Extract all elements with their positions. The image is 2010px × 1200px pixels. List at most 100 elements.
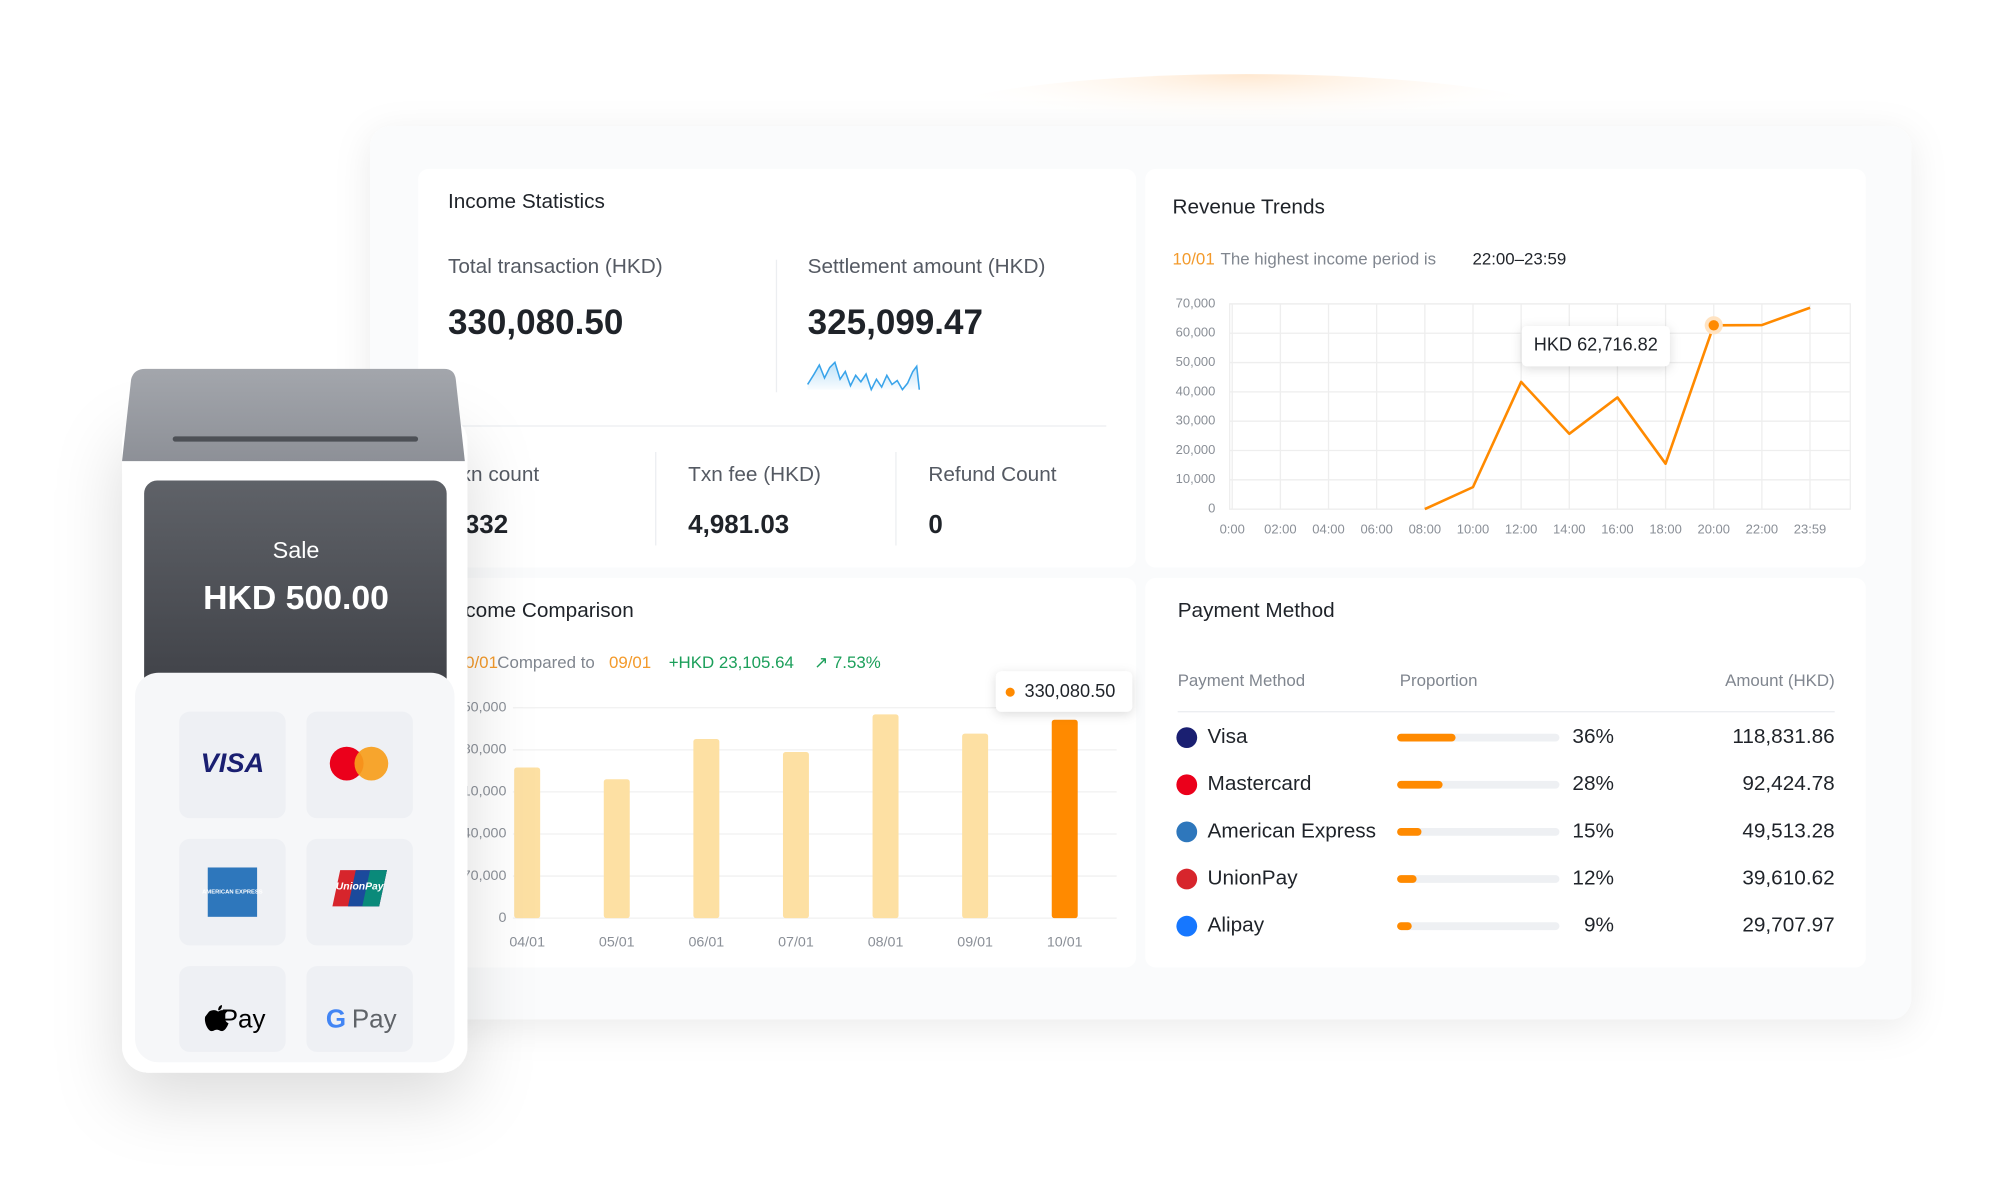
google-pay-text: Pay (352, 1004, 397, 1034)
subtitle-change: +HKD 23,105.64 (669, 653, 794, 672)
x-tick-label: 02:00 (1264, 521, 1296, 536)
panel-payment-method (1145, 577, 1866, 968)
x-tick-label: 06/01 (689, 935, 725, 951)
x-tick-label: 08/01 (868, 935, 904, 951)
method-icon (1176, 774, 1198, 796)
tooltip-text: 330,080.50 (1024, 681, 1115, 701)
method-icon (1176, 727, 1198, 749)
plot-frame (1228, 303, 1851, 510)
x-tick-label: 14:00 (1553, 521, 1585, 536)
y-tick-label: 50,000 (1176, 354, 1216, 369)
metric-value: 330,080.50 (448, 303, 623, 342)
x-tick-label: 23:59 (1794, 521, 1826, 536)
metric-value: 4,981.03 (688, 509, 789, 539)
x-tick-label: 20:00 (1698, 521, 1730, 536)
y-tick-label: 140,000 (455, 826, 507, 842)
google-g: G (326, 1004, 346, 1034)
bar (782, 751, 809, 919)
visa-logo: VISA (201, 747, 265, 778)
terminal-cap (122, 368, 465, 462)
subtitle-change-pct: ↗ 7.53% (814, 653, 881, 672)
proportion-label: 9% (1584, 914, 1614, 937)
proportion-bar (1397, 875, 1417, 883)
y-tick-label: 60,000 (1176, 325, 1216, 340)
y-tick-label: 20,000 (1176, 442, 1216, 457)
bar (693, 739, 720, 919)
comparison-chart: 0 70,000 140,000 210,000 280,000 350,000 04/01… (455, 671, 1133, 951)
amex-logo (207, 867, 258, 917)
column-header: Payment Method (1178, 671, 1305, 690)
sale-label: Sale (273, 537, 320, 563)
proportion-bar (1397, 780, 1443, 789)
subtitle-text: Compared to (497, 653, 594, 672)
highlight-point (1708, 320, 1719, 331)
logo-tile (179, 711, 286, 819)
panel-revenue-trends (1145, 168, 1866, 568)
panel-title: Revenue Trends (1173, 195, 1325, 218)
method-name: American Express (1208, 819, 1376, 842)
amex-text: AMERICAN EXPRESS (202, 890, 263, 896)
y-tick-label: 350,000 (455, 700, 507, 716)
x-tick-label: 05/01 (599, 935, 635, 951)
y-tick-label: 70,000 (1176, 295, 1216, 310)
metric-value: 332 (465, 509, 508, 539)
y-tick-label: 30,000 (1176, 413, 1216, 428)
subtitle-text: The highest income period is (1221, 249, 1437, 268)
mastercard-logo (354, 746, 389, 781)
x-tick-label: 0:00 (1220, 521, 1245, 536)
proportion-track (1397, 922, 1560, 931)
x-tick-label: 04:00 (1312, 521, 1344, 536)
unionpay-logo (362, 870, 387, 907)
y-tick-label: 210,000 (455, 784, 507, 800)
terminal: Sale HKD 500.00 VISA AMERICAN EXPRESS Un… (122, 368, 468, 1073)
unionpay-text: UnionPay (336, 882, 385, 893)
x-tick-label: 22:00 (1746, 521, 1778, 536)
apple-pay-text: Pay (221, 1004, 266, 1034)
bar (603, 779, 630, 919)
column-header: Proportion (1400, 671, 1478, 690)
x-tick-label: 10/01 (1047, 935, 1083, 951)
bar (962, 733, 989, 919)
y-tick-label: 0 (1208, 501, 1215, 516)
x-tick-label: 07/01 (778, 935, 814, 951)
metric-label: Txn count (448, 463, 539, 486)
method-icon (1176, 821, 1198, 843)
panel-title: Payment Method (1178, 599, 1335, 622)
y-tick-label: 40,000 (1176, 383, 1216, 398)
tooltip-dot (1005, 687, 1015, 697)
amount: 118,831.86 (1732, 725, 1834, 748)
line-series (1424, 306, 1811, 511)
sparkline (806, 360, 921, 392)
payment-table: Visa 36% 118,831.86 Mastercard 28% 92,424.78 A… (1176, 725, 1835, 937)
proportion-bar (1397, 922, 1412, 931)
y-tick-label: 70,000 (463, 868, 507, 884)
bar (872, 714, 899, 919)
bar (1051, 719, 1078, 919)
proportion-label: 12% (1572, 867, 1614, 890)
method-name: Visa (1208, 725, 1248, 748)
metric-label: Txn fee (HKD) (688, 463, 821, 486)
amount: 92,424.78 (1742, 772, 1834, 795)
x-tick-label: 16:00 (1601, 521, 1633, 536)
metric-value: 325,099.47 (808, 303, 983, 342)
sparkline-area (807, 362, 920, 390)
method-name: UnionPay (1208, 867, 1299, 890)
amount: 49,513.28 (1742, 819, 1834, 842)
metric-label: Settlement amount (HKD) (808, 255, 1046, 278)
method-name: Mastercard (1208, 772, 1312, 795)
subtitle-compare-date: 09/01 (609, 653, 651, 672)
x-tick-label: 06:00 (1360, 521, 1392, 536)
card-slot (172, 436, 419, 442)
proportion-track (1397, 828, 1560, 836)
panel-title: Income Comparison (448, 599, 634, 622)
x-tick-label: 10:00 (1457, 521, 1489, 536)
x-tick-label: 12:00 (1505, 521, 1537, 536)
bar (514, 767, 541, 919)
x-tick-label: 08:00 (1409, 521, 1441, 536)
proportion-label: 15% (1572, 819, 1614, 842)
terminal-screen (144, 480, 447, 702)
tooltip-box (995, 671, 1133, 712)
y-tick-label: 10,000 (1176, 471, 1216, 486)
